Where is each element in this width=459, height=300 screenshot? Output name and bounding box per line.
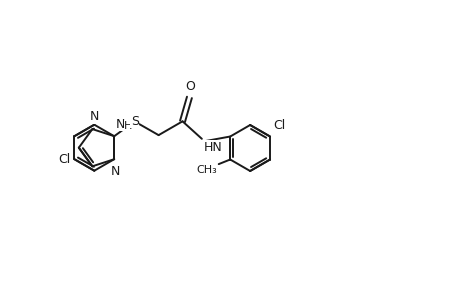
Text: O: O <box>185 80 195 93</box>
Text: HN: HN <box>204 141 223 154</box>
Text: N: N <box>90 110 99 123</box>
Text: S: S <box>130 115 138 128</box>
Text: Cl: Cl <box>273 119 285 132</box>
Text: H: H <box>123 121 132 131</box>
Text: CH₃: CH₃ <box>196 165 217 175</box>
Text: N: N <box>115 118 125 131</box>
Text: Cl: Cl <box>58 153 71 166</box>
Text: N: N <box>111 165 120 178</box>
